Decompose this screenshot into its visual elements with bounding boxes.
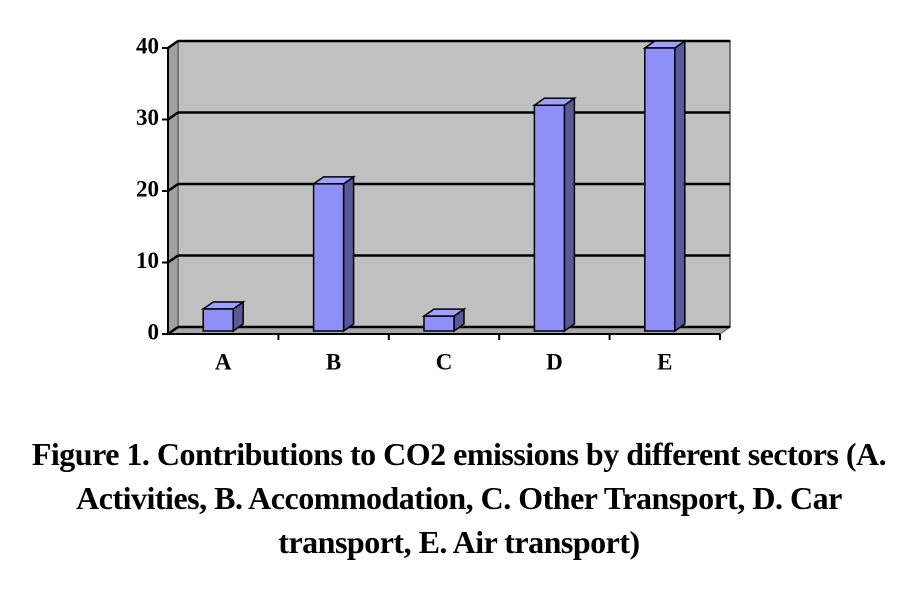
y-tick-label: 40 <box>136 33 159 58</box>
bar <box>532 96 577 333</box>
bar-front <box>423 315 455 332</box>
grid-line-side <box>167 39 179 50</box>
bar-front <box>202 308 234 332</box>
chart: 0 10 20 30 40 A B C D E <box>136 33 732 374</box>
grid-line-side <box>167 325 179 336</box>
x-tick-label: D <box>546 349 563 374</box>
grid-line-side <box>167 254 179 264</box>
y-tick-label: 20 <box>136 176 159 201</box>
bar <box>421 307 467 333</box>
y-tick-label: 30 <box>136 105 159 130</box>
bar-side <box>674 39 686 333</box>
bar <box>200 300 246 333</box>
bar-side <box>342 175 355 333</box>
bar-side <box>563 96 576 333</box>
bar-front <box>533 104 566 332</box>
y-tick-label: 0 <box>148 319 160 344</box>
x-tick-label: A <box>215 349 232 374</box>
x-tick-label: B <box>326 349 341 374</box>
bar-front <box>644 47 676 332</box>
grid-line-side <box>167 111 179 121</box>
bar <box>642 39 688 333</box>
bar <box>311 175 356 333</box>
bar-front <box>312 183 345 332</box>
x-tick-label: E <box>657 349 672 374</box>
grid-line-side <box>167 182 179 193</box>
figure-caption: Figure 1. Contributions to CO2 emissions… <box>31 436 887 560</box>
y-tick-label: 10 <box>136 248 159 273</box>
x-tick-label: C <box>436 349 453 374</box>
